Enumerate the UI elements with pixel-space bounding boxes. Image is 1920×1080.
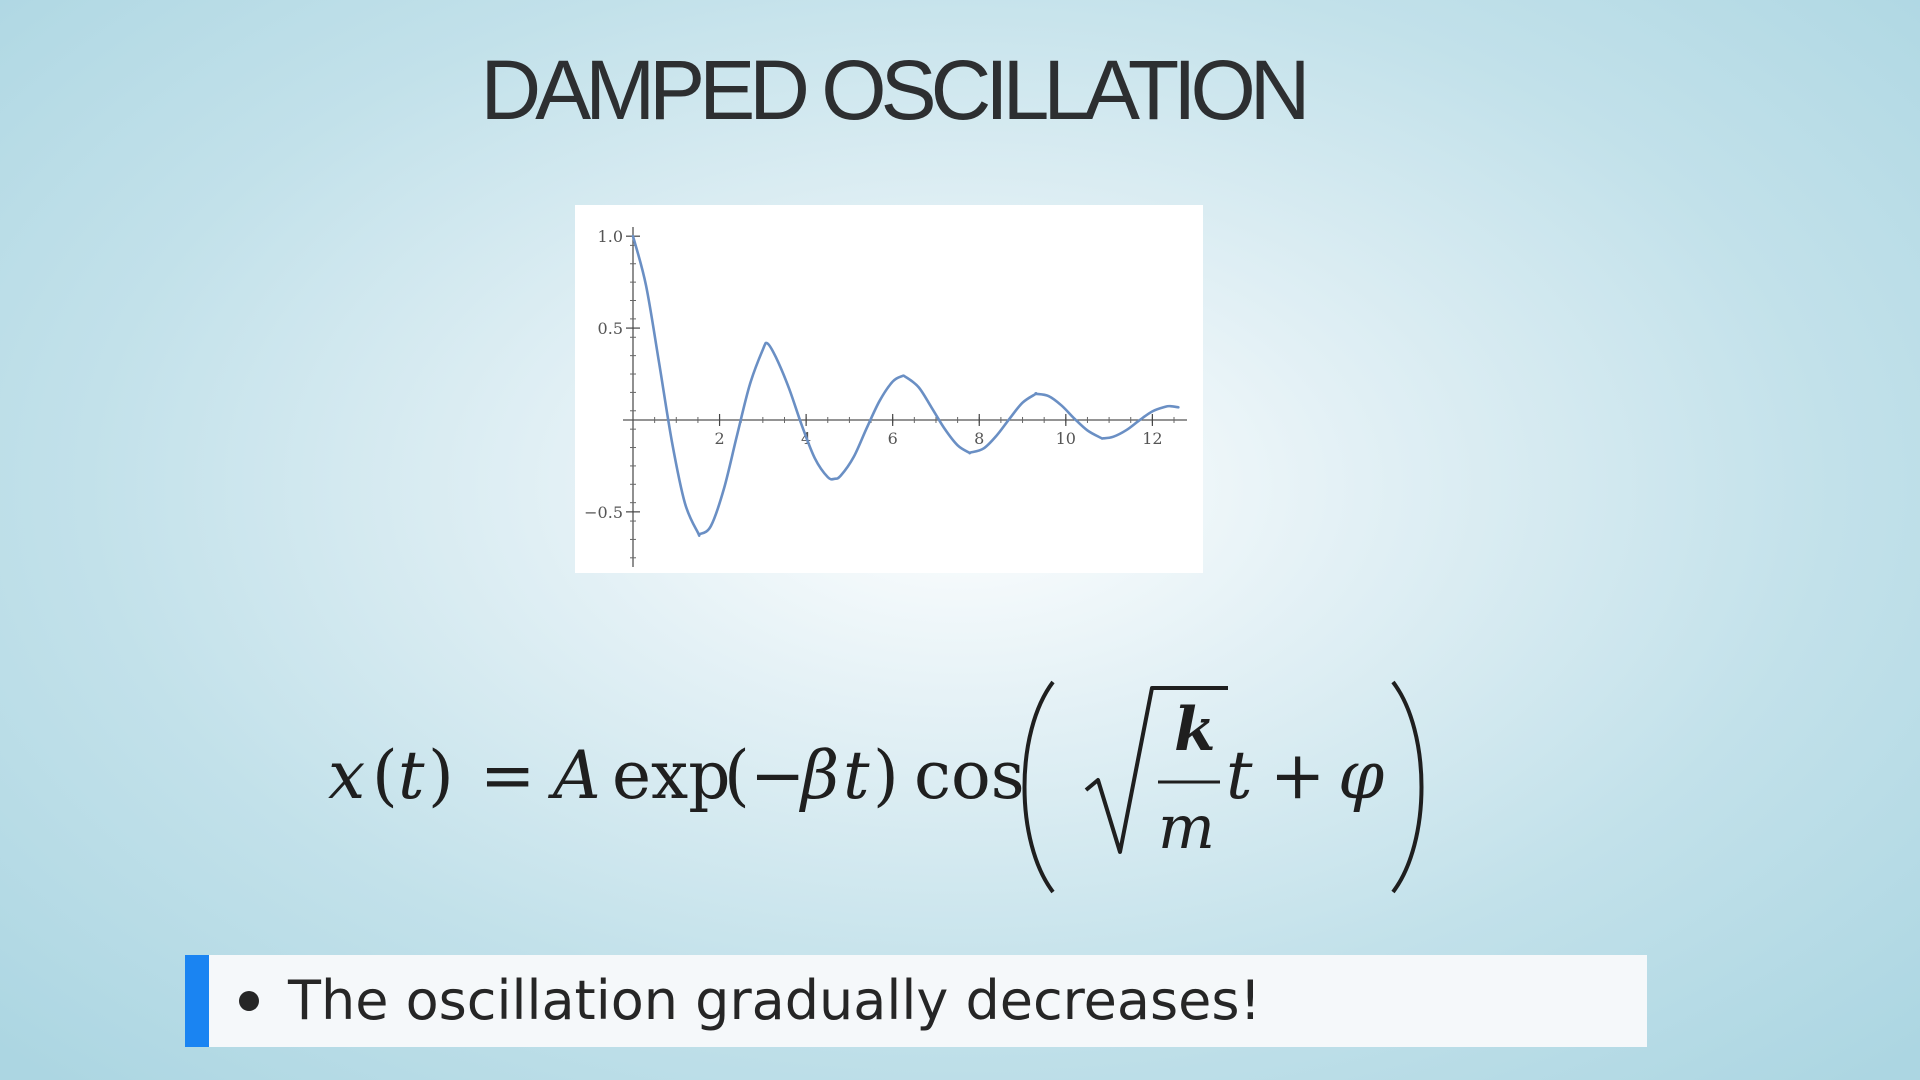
formula-beta: β (798, 737, 839, 814)
data-point (1048, 395, 1049, 396)
series-points (632, 236, 1179, 535)
data-point (1009, 418, 1010, 419)
formula-big-paren-left (1022, 680, 1055, 894)
data-point (788, 387, 789, 388)
formula-phase: φ (1338, 737, 1384, 814)
data-point (1022, 402, 1023, 403)
y-tick-label: 1.0 (598, 227, 623, 246)
series-line (631, 234, 1180, 537)
data-point (1178, 407, 1179, 408)
data-point (658, 361, 659, 362)
data-point (710, 525, 711, 526)
formula-minus: − (750, 737, 805, 814)
data-point (1061, 405, 1062, 406)
data-point (918, 387, 919, 388)
data-point (1126, 429, 1127, 430)
data-point (814, 458, 815, 459)
x-tick-label: 8 (974, 429, 984, 448)
formula-lhs-paren-close: ) (428, 737, 454, 814)
data-point (1103, 438, 1104, 439)
formula-denominator: m (1158, 793, 1215, 863)
data-point (1036, 393, 1037, 394)
data-point (1113, 436, 1114, 437)
bullet-text: The oscillation gradually decreases! (288, 969, 1262, 1032)
data-point (840, 475, 841, 476)
data-point (632, 236, 633, 237)
x-tick-label: 10 (1056, 429, 1076, 448)
minor-ticks (630, 244, 1175, 559)
axis-ticks (626, 235, 1153, 513)
y-tick-label: 0.5 (598, 319, 623, 338)
data-point (931, 407, 932, 408)
chart-canvas: 2 4 6 8 10 121.00.5−0.5 (584, 227, 1187, 567)
data-point (775, 357, 776, 358)
data-point (801, 425, 802, 426)
damped-oscillation-chart: 2 4 6 8 10 12 1.0 0.5 −0.5 (575, 205, 1203, 573)
x-tick-label: 6 (888, 429, 898, 448)
formula-exp-paren-open: ( (724, 737, 750, 814)
data-point (762, 349, 763, 350)
data-point (892, 381, 893, 382)
formula-sqrt-sign (1084, 686, 1228, 854)
formula-time: t (1226, 737, 1253, 814)
axis-tick-labels: 2 4 6 8 10 121.00.5−0.5 (584, 227, 1162, 522)
data-point (1152, 411, 1153, 412)
data-point (957, 445, 958, 446)
formula-lhs-paren-open: ( (372, 737, 398, 814)
data-point (879, 400, 880, 401)
x-tick-label: 12 (1142, 429, 1162, 448)
slide-title: DAMPED OSCILLATION (480, 43, 1311, 137)
formula-exp-var: t (843, 737, 870, 814)
formula-canvas: x ( t ) = A exp ( − β t ) cos k m t + φ (328, 680, 1424, 894)
formula-cos: cos (914, 737, 1025, 814)
formula-amplitude: A (547, 737, 601, 814)
data-point (1100, 437, 1101, 438)
formula-equals: = (480, 737, 535, 814)
data-point (901, 376, 902, 377)
data-point (905, 376, 906, 377)
data-point (1074, 418, 1075, 419)
formula-lhs: x (328, 737, 365, 814)
damped-oscillation-formula: x ( t ) = A exp ( − β t ) cos k m t + φ (328, 680, 1438, 895)
data-point (1170, 406, 1171, 407)
data-point (996, 435, 997, 436)
data-point (697, 532, 698, 533)
data-point (767, 343, 768, 344)
callout-accent-bar (185, 955, 209, 1047)
data-point (749, 384, 750, 385)
bullet-callout: The oscillation gradually decreases! (185, 955, 1647, 1047)
formula-numerator: k (1174, 695, 1216, 765)
x-tick-label: 2 (714, 429, 724, 448)
data-point (645, 285, 646, 286)
data-point (983, 448, 984, 449)
data-point (827, 477, 828, 478)
formula-lhs-var: t (398, 737, 425, 814)
data-point (684, 503, 685, 504)
data-point (671, 441, 672, 442)
data-point (723, 488, 724, 489)
data-point (1165, 406, 1166, 407)
data-point (968, 452, 969, 453)
y-tick-label: −0.5 (584, 503, 623, 522)
formula-exp-paren-close: ) (873, 737, 899, 814)
data-point (866, 427, 867, 428)
data-point (834, 478, 835, 479)
formula-plus: + (1270, 737, 1325, 814)
data-point (944, 428, 945, 429)
data-point (700, 533, 701, 534)
formula-exp: exp (612, 737, 731, 814)
data-point (1139, 420, 1140, 421)
data-point (853, 456, 854, 457)
formula-big-paren-right (1391, 680, 1424, 894)
bullet-dot-icon (239, 991, 259, 1011)
data-point (736, 435, 737, 436)
data-point (1087, 430, 1088, 431)
data-point (970, 452, 971, 453)
